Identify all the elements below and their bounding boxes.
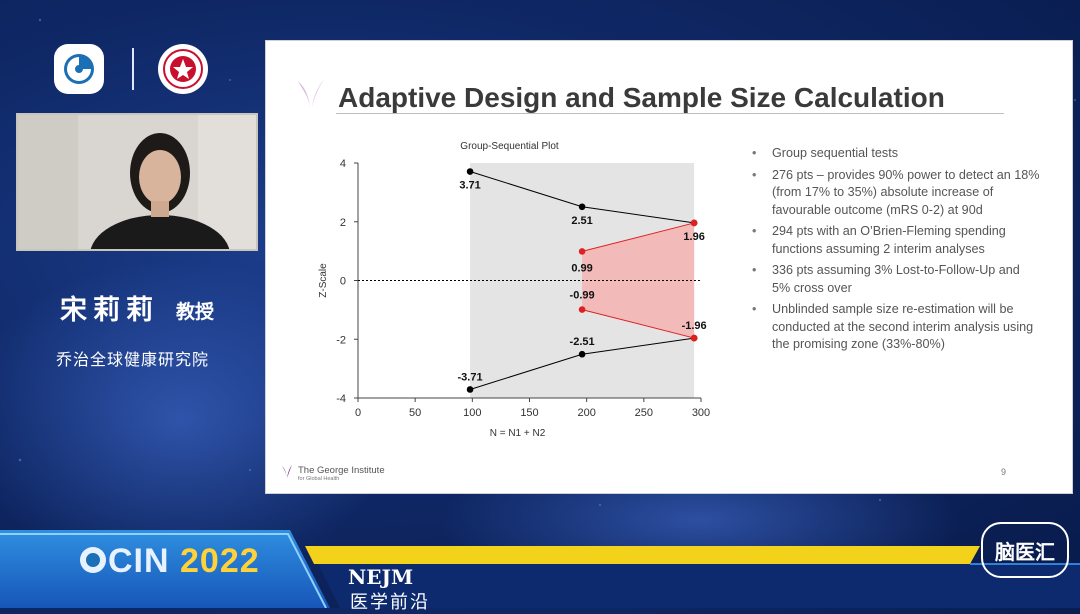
society-seal-icon: [163, 49, 203, 89]
x-axis-label: N = N1 + N2: [490, 428, 546, 439]
bullet-item: Unblinded sample size re-estimation will…: [750, 301, 1040, 354]
event-logo-icon: [80, 547, 106, 573]
data-point: [578, 350, 586, 358]
event-year: 2022: [180, 542, 260, 580]
x-tick-label: 150: [520, 407, 538, 419]
bottom-banner: [0, 530, 1080, 608]
event-prefix: CIN: [108, 542, 170, 580]
y-tick-label: 0: [340, 276, 346, 288]
data-point: [466, 168, 474, 175]
title-divider: [336, 113, 1004, 114]
y-tick-label: 4: [340, 158, 346, 170]
bullet-item: 276 pts – provides 90% power to detect a…: [750, 167, 1040, 220]
data-label: 2.51: [571, 215, 592, 227]
data-point: [578, 203, 586, 211]
data-point: [690, 219, 698, 227]
data-label: 0.99: [571, 262, 592, 274]
data-label: -1.96: [682, 320, 707, 332]
series-line: [581, 309, 695, 339]
chart-title: Group-Sequential Plot: [460, 141, 559, 152]
footer-org: The George Institute: [298, 465, 385, 476]
series-line: [581, 222, 695, 252]
x-tick-label: 200: [577, 407, 595, 419]
x-tick-label: 250: [635, 407, 653, 419]
data-label: -3.71: [458, 371, 483, 383]
bullet-list: Group sequential tests 276 pts – provide…: [750, 145, 1040, 358]
bullet-item: 336 pts assuming 3% Lost-to-Follow-Up an…: [750, 262, 1040, 297]
data-label: -0.99: [570, 290, 595, 302]
footer-logo: The George Institute for Global Health: [282, 465, 385, 482]
brand-badge: 脑医汇: [981, 522, 1069, 578]
y-tick-label: -2: [336, 334, 346, 346]
journal-chinese-name: 医学前沿: [350, 592, 430, 613]
speaker-title: 教授: [176, 301, 215, 323]
speaker-name: 宋莉莉: [60, 295, 159, 326]
speaker-video-frame: [18, 115, 256, 249]
data-point: [690, 334, 698, 342]
presentation-slide: Adaptive Design and Sample Size Calculat…: [265, 40, 1073, 494]
data-label: -2.51: [570, 336, 595, 348]
bullet-item: 294 pts with an O’Brien-Fleming spending…: [750, 223, 1040, 258]
data-label: 3.71: [459, 180, 480, 192]
data-label: 1.96: [683, 231, 704, 243]
bullet-item: Group sequential tests: [750, 145, 1040, 163]
conference-logo-icon: [64, 54, 94, 84]
data-point: [578, 248, 586, 255]
conference-logo: [54, 44, 104, 94]
x-tick-label: 0: [355, 407, 361, 419]
data-point: [578, 306, 586, 313]
george-institute-footer-icon: [282, 465, 292, 478]
y-tick-label: -4: [336, 393, 346, 405]
y-tick-label: 2: [340, 217, 346, 229]
y-axis-label: Z-Scale: [318, 263, 329, 298]
speaker-video: [16, 113, 258, 251]
group-sequential-chart: -4 -2 0 2 4 0 50 100 150 200 250 300 3.71 2.51 1.96 -3.…: [318, 141, 710, 439]
x-tick-label: 100: [463, 407, 481, 419]
society-seal: [158, 44, 208, 94]
speaker-organization: 乔治全球健康研究院: [56, 350, 210, 369]
logo-divider: [132, 48, 134, 90]
footer-org-sub: for Global Health: [298, 476, 340, 482]
x-tick-label: 50: [409, 407, 421, 419]
event-name: CIN 2022: [78, 542, 260, 581]
data-point: [466, 386, 474, 393]
journal-logo: NEJM: [348, 565, 414, 589]
slide-page-number: 9: [1001, 467, 1007, 477]
x-tick-label: 300: [692, 407, 710, 419]
george-institute-icon: [298, 79, 324, 107]
slide-title: Adaptive Design and Sample Size Calculat…: [338, 82, 945, 113]
